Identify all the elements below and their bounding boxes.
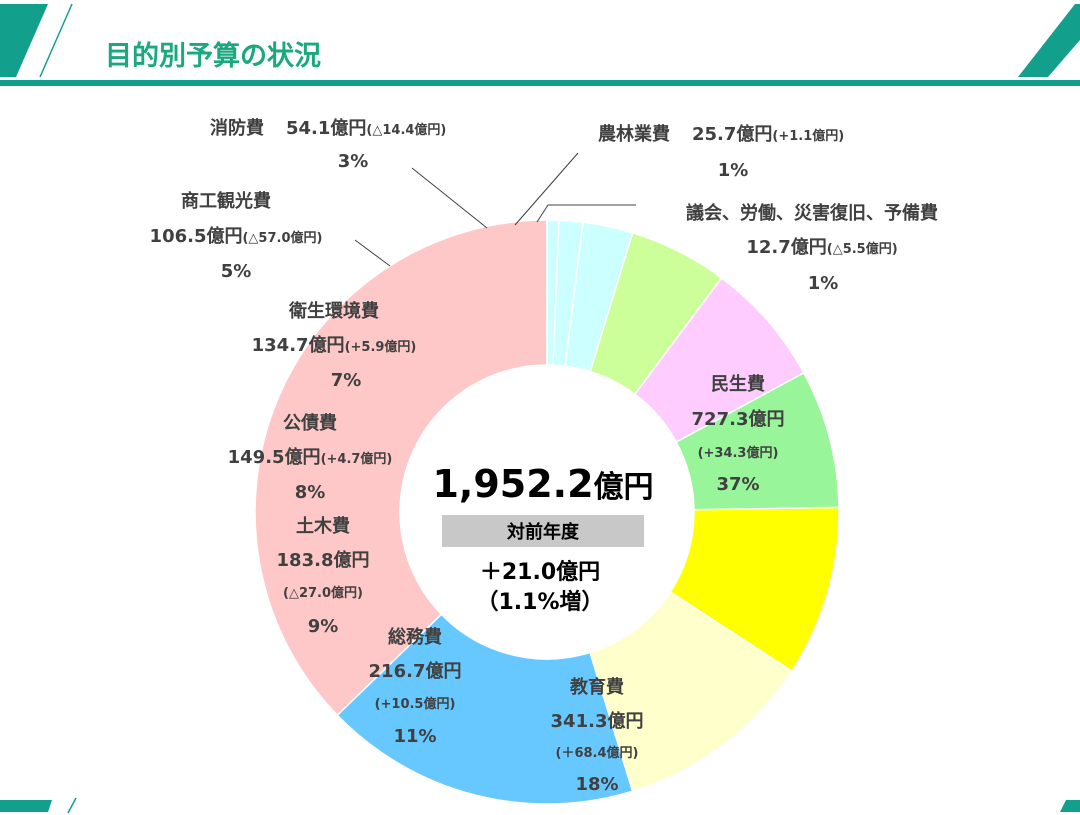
slice-name: 衛生環境費 [288, 300, 379, 322]
slice-label-welfare: 民生費 727.3億円 (+34.3億円) 37% [692, 373, 785, 495]
slice-label-agriculture: 農林業費 25.7億円(+1.1億円) 1% [598, 123, 844, 181]
slice-name-value: 農林業費 25.7億円(+1.1億円) [598, 123, 844, 145]
slice-percent: 11% [393, 726, 436, 747]
total-amount: 1,952.2億円 [432, 462, 653, 506]
header-left-block [0, 4, 48, 77]
footer-slash-line [67, 797, 77, 814]
slice-percent: 1% [718, 160, 749, 181]
slice-percent: 37% [716, 474, 759, 495]
leader-line-fire [411, 167, 488, 229]
total-change-rate: （1.1%増） [476, 589, 603, 615]
slice-label-general-affairs: 総務費 216.7億円 (+10.5億円) 11% [369, 626, 462, 747]
slice-name: 公債費 [283, 412, 337, 434]
slice-percent: 5% [221, 261, 252, 282]
footer-left-block [0, 800, 52, 812]
slice-label-debt-service: 公債費 149.5億円(+4.7億円) 8% [228, 412, 393, 503]
center-summary: 1,952.2億円 対前年度 ＋21.0億円 （1.1%増） [432, 462, 653, 615]
slice-name: 議会、労働、災害復旧、予備費 [686, 202, 938, 224]
slice-name: 教育費 [570, 676, 624, 698]
slice-value: 341.3億円 [551, 710, 644, 732]
slice-value: 216.7億円 [369, 660, 462, 682]
header-right-block [1018, 4, 1080, 77]
header-slash-line [39, 3, 73, 78]
header-underline [0, 80, 1080, 86]
slice-label-education: 教育費 341.3億円 (＋68.4億円) 18% [551, 676, 644, 795]
slice-value: 134.7億円(+5.9億円) [252, 334, 417, 356]
header-bar: 目的別予算の状況 [0, 3, 1080, 86]
total-change: ＋21.0億円 [480, 559, 600, 585]
slice-label-sanitation: 衛生環境費 134.7億円(+5.9億円) 7% [252, 300, 417, 391]
footer-right-block [1060, 800, 1080, 812]
slice-change: (＋68.4億円) [556, 745, 639, 761]
slice-label-fire: 消防費 54.1億円(△14.4億円) 3% [210, 117, 446, 172]
slice-name: 総務費 [388, 626, 442, 648]
comparison-label: 対前年度 [506, 521, 580, 543]
slice-label-assembly-misc: 議会、労働、災害復旧、予備費 12.7億円(△5.5億円) 1% [686, 202, 938, 294]
slice-change: (△27.0億円) [283, 585, 363, 601]
slice-value: 183.8億円 [277, 549, 370, 571]
leader-line-commerce [354, 239, 391, 267]
slice-labels: 民生費 727.3億円 (+34.3億円) 37% 教育費 341.3億円 (＋… [150, 117, 938, 795]
slice-label-civil-engineering: 土木費 183.8億円 (△27.0億円) 9% [277, 515, 370, 637]
donut-slice-1 [336, 613, 634, 805]
slice-value: 12.7億円(△5.5億円) [746, 236, 897, 258]
donut-slice-0 [254, 219, 548, 717]
slice-percent: 8% [295, 482, 326, 503]
donut-slice-9 [546, 219, 560, 366]
donut-slices [254, 219, 840, 805]
slice-name-value: 消防費 54.1億円(△14.4億円) [210, 117, 446, 139]
slice-label-commerce-tourism: 商工観光費 106.5億円(△57.0億円) 5% [150, 190, 323, 282]
leader-lines [354, 152, 636, 267]
slice-percent: 9% [308, 616, 339, 637]
slice-value: 106.5億円(△57.0億円) [150, 225, 323, 247]
page-title: 目的別予算の状況 [105, 40, 321, 72]
slice-percent: 18% [575, 774, 618, 795]
slice-percent: 7% [331, 370, 362, 391]
slice-value: 149.5億円(+4.7億円) [228, 446, 393, 468]
slice-name: 商工観光費 [181, 190, 271, 212]
slice-name: 民生費 [711, 373, 765, 395]
slice-name: 土木費 [296, 515, 350, 537]
footer-decoration [0, 797, 1080, 814]
leader-line-misc [536, 204, 636, 223]
comparison-label-box [442, 515, 644, 547]
leader-line-agri [514, 152, 579, 226]
slice-percent: 1% [808, 273, 839, 294]
slice-change: (+34.3億円) [698, 445, 779, 461]
slice-change: (+10.5億円) [375, 696, 456, 712]
slice-value: 727.3億円 [692, 408, 785, 430]
slice-percent: 3% [338, 151, 369, 172]
